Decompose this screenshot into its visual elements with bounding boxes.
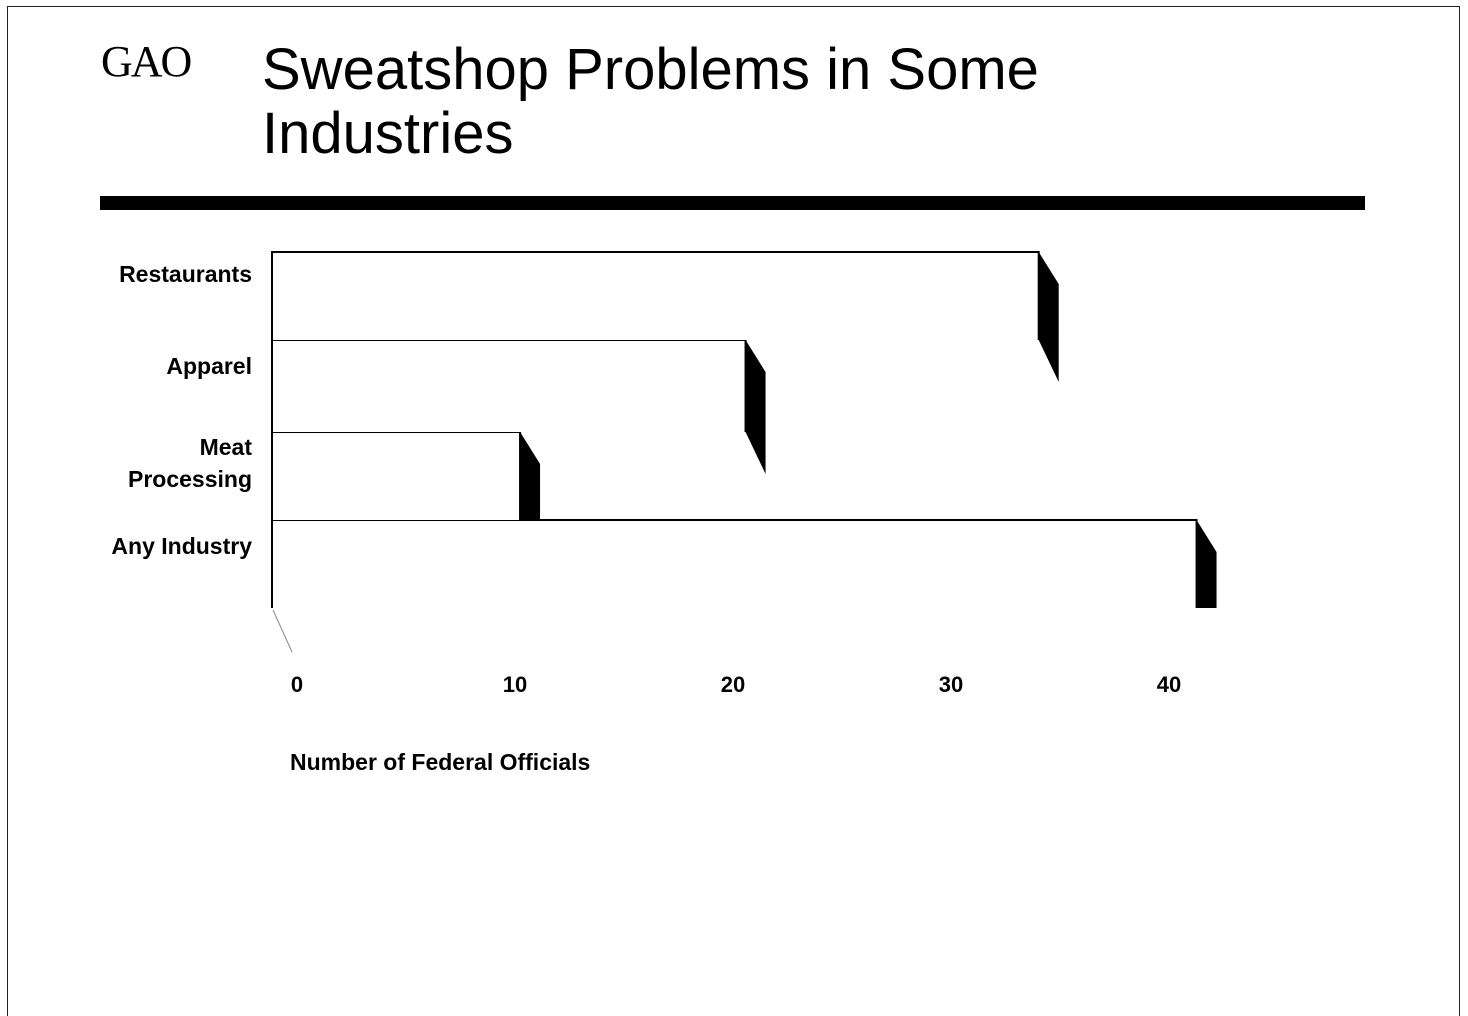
x-tick-label: 40 — [1157, 672, 1181, 697]
category-label: Any Industry — [111, 533, 252, 559]
title-line-1: Sweatshop Problems in Some — [262, 37, 1039, 102]
bar-outline — [271, 251, 1040, 340]
slide-frame — [7, 6, 1460, 1016]
bar-shadow — [745, 340, 766, 474]
x-axis-ticks: 0 10 20 30 40 — [291, 672, 1181, 697]
bar-outline — [271, 519, 1198, 608]
bar — [272, 432, 521, 520]
x-axis-title: Number of Federal Officials — [290, 749, 590, 775]
x-tick-label: 10 — [503, 672, 527, 697]
category-label: Meat — [200, 434, 253, 460]
bar — [272, 252, 1039, 340]
x-tick-label: 30 — [939, 672, 963, 697]
bars — [271, 251, 1198, 608]
title-line-2: Industries — [262, 101, 514, 166]
gao-logo: GAO — [101, 37, 192, 86]
bar — [272, 340, 746, 432]
x-tick-label: 0 — [291, 672, 303, 697]
bar — [272, 520, 1197, 608]
bar-shadow — [1038, 252, 1059, 382]
category-label: Apparel — [166, 353, 252, 379]
bar-shadow — [1196, 520, 1217, 608]
category-label: Processing — [128, 466, 252, 492]
category-labels: Restaurants Apparel Meat Processing Any Indu… — [111, 261, 252, 559]
category-label: Restaurants — [119, 261, 252, 287]
title-divider — [100, 196, 1365, 210]
axis-floor-line — [272, 609, 293, 653]
bar-shadows — [520, 252, 1217, 608]
page-title: Sweatshop Problems in Some Industries — [262, 38, 1262, 166]
x-tick-label: 20 — [721, 672, 745, 697]
